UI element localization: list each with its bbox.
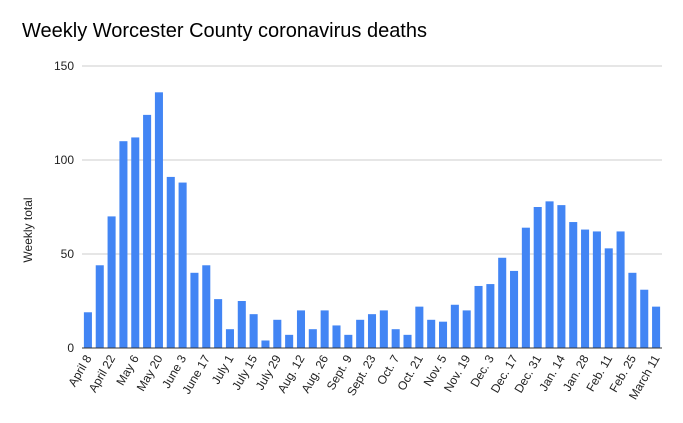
bar xyxy=(131,137,140,348)
bar xyxy=(356,319,365,348)
bar xyxy=(498,257,507,348)
bar xyxy=(202,265,211,348)
bar xyxy=(510,270,519,348)
bar xyxy=(616,231,625,348)
bar xyxy=(521,227,530,348)
bar xyxy=(178,182,187,348)
bar xyxy=(545,201,554,348)
bar xyxy=(320,310,329,348)
bar xyxy=(557,205,566,348)
bar xyxy=(391,329,400,348)
y-axis-title: Weekly total xyxy=(21,197,35,262)
bar xyxy=(273,319,282,348)
bar xyxy=(107,216,116,348)
y-tick-label: 50 xyxy=(61,247,75,261)
y-tick-label: 150 xyxy=(54,59,74,73)
bar xyxy=(569,222,578,348)
y-tick-label: 100 xyxy=(54,153,74,167)
bar xyxy=(592,231,601,348)
bar xyxy=(427,319,436,348)
bar xyxy=(261,340,270,348)
bar xyxy=(474,285,483,348)
bar xyxy=(285,334,294,348)
bar xyxy=(533,207,542,348)
bar xyxy=(450,304,459,348)
bar xyxy=(119,141,128,348)
chart-title: Weekly Worcester County coronavirus deat… xyxy=(22,20,427,42)
bar xyxy=(154,92,163,348)
bar xyxy=(652,306,661,348)
bar xyxy=(415,306,424,348)
bar xyxy=(367,314,377,348)
bar xyxy=(296,310,306,348)
bar xyxy=(379,310,388,348)
bar xyxy=(166,176,175,348)
y-tick-label: 0 xyxy=(67,341,74,355)
bar xyxy=(604,248,613,348)
bar xyxy=(190,272,199,348)
bar xyxy=(344,334,353,348)
bar xyxy=(462,310,471,348)
bar xyxy=(249,314,258,348)
bar xyxy=(308,329,317,348)
bar xyxy=(403,334,412,348)
bar xyxy=(628,272,637,348)
bar xyxy=(640,289,649,348)
y-tick-labels: 0 50 100 150 xyxy=(54,59,74,355)
bars xyxy=(83,92,661,348)
bar xyxy=(486,284,495,348)
bar xyxy=(439,321,448,348)
bar xyxy=(214,299,223,348)
bar xyxy=(332,325,341,348)
bar xyxy=(83,312,92,348)
bar xyxy=(581,229,590,348)
bar xyxy=(95,265,104,348)
bar xyxy=(143,114,152,348)
bar xyxy=(237,301,246,348)
bar xyxy=(225,329,234,348)
